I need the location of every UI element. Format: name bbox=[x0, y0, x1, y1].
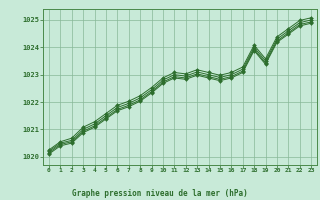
Text: Graphe pression niveau de la mer (hPa): Graphe pression niveau de la mer (hPa) bbox=[72, 189, 248, 198]
